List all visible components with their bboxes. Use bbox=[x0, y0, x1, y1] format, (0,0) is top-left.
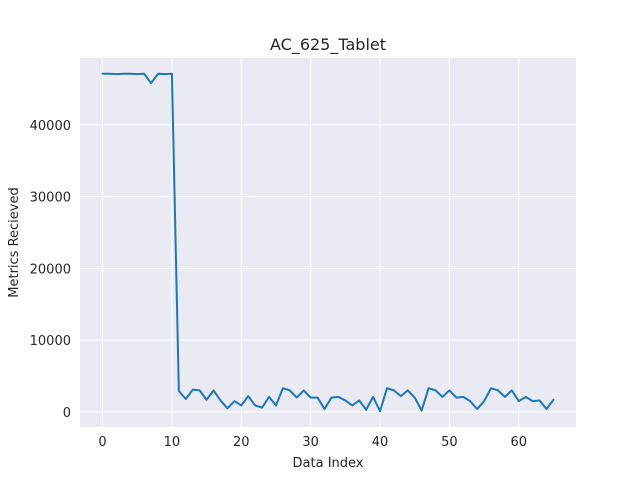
x-tick-labels: 0 10 20 30 40 50 60 bbox=[98, 435, 527, 450]
x-tick-label: 50 bbox=[441, 435, 458, 450]
x-tick-label: 0 bbox=[98, 435, 106, 450]
chart-title: AC_625_Tablet bbox=[270, 35, 386, 55]
series-group bbox=[101, 72, 555, 413]
y-tick-label: 40000 bbox=[30, 119, 71, 134]
y-tick-label: 30000 bbox=[30, 191, 71, 206]
x-tick-label: 20 bbox=[233, 435, 250, 450]
x-axis-label: Data Index bbox=[293, 456, 364, 471]
x-tick-label: 60 bbox=[510, 435, 527, 450]
y-tick-label: 0 bbox=[63, 406, 71, 421]
y-tick-label: 20000 bbox=[30, 262, 71, 277]
x-tick-label: 40 bbox=[372, 435, 389, 450]
x-tick-label: 30 bbox=[302, 435, 319, 450]
grid-lines bbox=[80, 58, 576, 427]
x-tick-label: 10 bbox=[164, 435, 181, 450]
plot-background bbox=[80, 58, 576, 427]
y-tick-label: 10000 bbox=[30, 334, 71, 349]
y-tick-labels: 0 10000 20000 30000 40000 bbox=[30, 119, 71, 421]
series-line bbox=[101, 72, 555, 413]
y-axis-label: Metrics Recieved bbox=[7, 187, 22, 297]
